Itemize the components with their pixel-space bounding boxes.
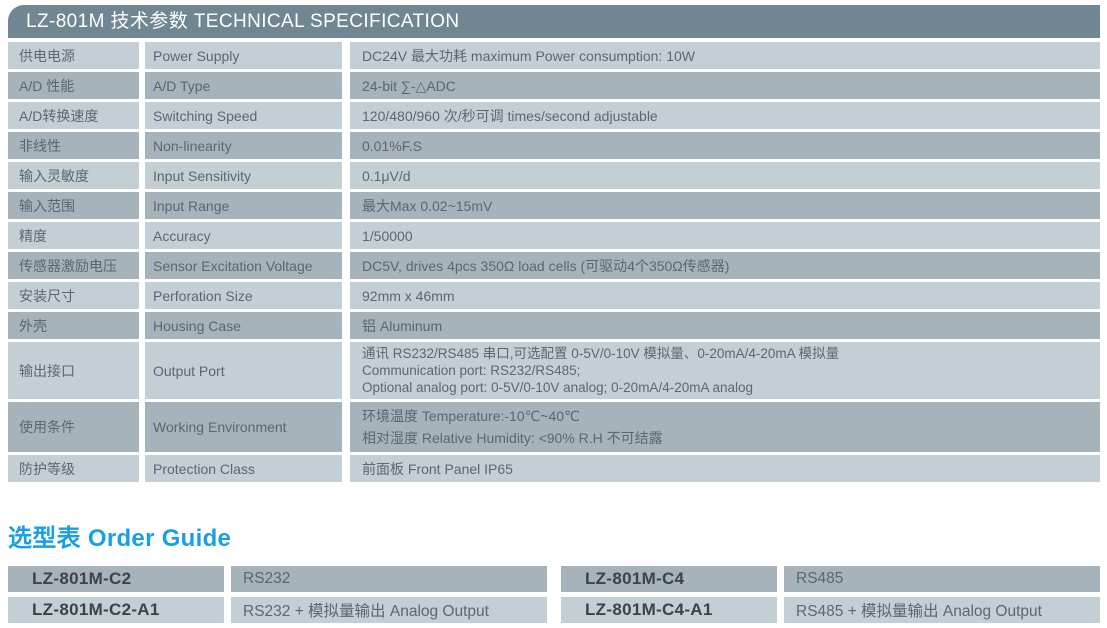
spec-label-en: Input Range	[145, 192, 342, 219]
spec-value: 1/50000	[350, 222, 1100, 249]
order-guide-left-table: LZ-801M-C2 RS232 LZ-801M-C2-A1 RS232 + 模…	[8, 566, 547, 628]
spec-label-en: Output Port	[145, 342, 342, 399]
table-row: LZ-801M-C4-A1 RS485 + 模拟量输出 Analog Outpu…	[561, 597, 1100, 623]
spec-label-cn: 输入范围	[8, 192, 139, 219]
spec-value: 环境温度 Temperature:-10℃~40℃ 相对湿度 Relative …	[350, 402, 1100, 452]
spec-value: 92mm x 46mm	[350, 282, 1100, 309]
order-model: LZ-801M-C2	[8, 566, 224, 592]
spec-value-line: 1/50000	[362, 227, 413, 244]
spec-value: 铝 Aluminum	[350, 312, 1100, 339]
table-row: LZ-801M-C4 RS485	[561, 566, 1100, 592]
order-model: LZ-801M-C2-A1	[8, 597, 224, 623]
table-row: LZ-801M-C2 RS232	[8, 566, 547, 592]
spec-value: DC5V, drives 4pcs 350Ω load cells (可驱动4个…	[350, 252, 1100, 279]
spec-value-line: 92mm x 46mm	[362, 287, 455, 304]
spec-value-line: DC5V, drives 4pcs 350Ω load cells (可驱动4个…	[362, 257, 730, 274]
table-row: 外壳 Housing Case 铝 Aluminum	[8, 312, 1100, 339]
spec-label-en: Non-linearity	[145, 132, 342, 159]
spec-label-cn: 输出接口	[8, 342, 139, 399]
spec-value-line: 前面板 Front Panel IP65	[362, 460, 513, 477]
table-row: 供电电源 Power Supply DC24V 最大功耗 maximum Pow…	[8, 42, 1100, 69]
order-description: RS485	[784, 566, 1100, 592]
spec-label-cn: 精度	[8, 222, 139, 249]
spec-label-cn: 安装尺寸	[8, 282, 139, 309]
spec-label-en: Accuracy	[145, 222, 342, 249]
spec-title: LZ-801M 技术参数 TECHNICAL SPECIFICATION	[26, 11, 460, 32]
order-guide-title: 选型表 Order Guide	[8, 525, 232, 552]
table-row: A/D转换速度 Switching Speed 120/480/960 次/秒可…	[8, 102, 1100, 129]
spec-label-en: Protection Class	[145, 455, 342, 482]
table-row: 传感器激励电压 Sensor Excitation Voltage DC5V, …	[8, 252, 1100, 279]
spec-value: 24-bit ∑-△ADC	[350, 72, 1100, 99]
spec-label-en: Working Environment	[145, 402, 342, 452]
spec-label-en: Perforation Size	[145, 282, 342, 309]
spec-label-cn: A/D 性能	[8, 72, 139, 99]
spec-value: 通讯 RS232/RS485 串口,可选配置 0-5V/0-10V 模拟量、0-…	[350, 342, 1100, 399]
table-row: 输入范围 Input Range 最大Max 0.02~15mV	[8, 192, 1100, 219]
spec-value: 120/480/960 次/秒可调 times/second adjustabl…	[350, 102, 1100, 129]
order-model: LZ-801M-C4-A1	[561, 597, 777, 623]
table-row: 安装尺寸 Perforation Size 92mm x 46mm	[8, 282, 1100, 309]
spec-label-cn: 防护等级	[8, 455, 139, 482]
table-row: 防护等级 Protection Class 前面板 Front Panel IP…	[8, 455, 1100, 482]
spec-label-en: Input Sensitivity	[145, 162, 342, 189]
spec-header-bar: LZ-801M 技术参数 TECHNICAL SPECIFICATION	[8, 5, 1100, 38]
table-row: 输出接口 Output Port 通讯 RS232/RS485 串口,可选配置 …	[8, 342, 1100, 399]
table-row: LZ-801M-C2-A1 RS232 + 模拟量输出 Analog Outpu…	[8, 597, 547, 623]
spec-value: 0.1μV/d	[350, 162, 1100, 189]
spec-value-line: 铝 Aluminum	[362, 317, 443, 334]
spec-label-cn: A/D转换速度	[8, 102, 139, 129]
spec-label-cn: 输入灵敏度	[8, 162, 139, 189]
table-row: 精度 Accuracy 1/50000	[8, 222, 1100, 249]
spec-value-line: 0.1μV/d	[362, 167, 411, 184]
order-description: RS232	[231, 566, 547, 592]
order-guide-right-table: LZ-801M-C4 RS485 LZ-801M-C4-A1 RS485 + 模…	[561, 566, 1100, 628]
spec-value-line: Optional analog port: 0-5V/0-10V analog;…	[362, 380, 754, 395]
spec-value: 前面板 Front Panel IP65	[350, 455, 1100, 482]
spec-value-line: 120/480/960 次/秒可调 times/second adjustabl…	[362, 107, 658, 124]
spec-value-line: 最大Max 0.02~15mV	[362, 197, 493, 214]
spec-value-line: 环境温度 Temperature:-10℃~40℃	[362, 408, 580, 424]
order-description: RS232 + 模拟量输出 Analog Output	[231, 597, 547, 623]
order-description: RS485 + 模拟量输出 Analog Output	[784, 597, 1100, 623]
spec-value: 最大Max 0.02~15mV	[350, 192, 1100, 219]
spec-label-cn: 传感器激励电压	[8, 252, 139, 279]
spec-label-en: Housing Case	[145, 312, 342, 339]
spec-label-en: Sensor Excitation Voltage	[145, 252, 342, 279]
order-model: LZ-801M-C4	[561, 566, 777, 592]
spec-label-cn: 供电电源	[8, 42, 139, 69]
spec-value-line: Communication port: RS232/RS485;	[362, 363, 581, 378]
spec-label-cn: 外壳	[8, 312, 139, 339]
spec-value-line: 通讯 RS232/RS485 串口,可选配置 0-5V/0-10V 模拟量、0-…	[362, 346, 840, 361]
table-row: 使用条件 Working Environment 环境温度 Temperatur…	[8, 402, 1100, 452]
spec-label-cn: 使用条件	[8, 402, 139, 452]
spec-label-en: Power Supply	[145, 42, 342, 69]
spec-value-line: 24-bit ∑-△ADC	[362, 77, 456, 94]
spec-value-line: 0.01%F.S	[362, 137, 422, 154]
technical-spec-table: 供电电源 Power Supply DC24V 最大功耗 maximum Pow…	[8, 42, 1100, 482]
spec-value: DC24V 最大功耗 maximum Power consumption: 10…	[350, 42, 1100, 69]
spec-value-line: DC24V 最大功耗 maximum Power consumption: 10…	[362, 47, 695, 64]
spec-value-line: 相对湿度 Relative Humidity: <90% R.H 不可结露	[362, 430, 663, 446]
spec-label-cn: 非线性	[8, 132, 139, 159]
table-row: 非线性 Non-linearity 0.01%F.S	[8, 132, 1100, 159]
order-guide-tables: LZ-801M-C2 RS232 LZ-801M-C2-A1 RS232 + 模…	[8, 566, 1100, 628]
spec-label-en: A/D Type	[145, 72, 342, 99]
table-row: A/D 性能 A/D Type 24-bit ∑-△ADC	[8, 72, 1100, 99]
spec-label-en: Switching Speed	[145, 102, 342, 129]
spec-value: 0.01%F.S	[350, 132, 1100, 159]
table-row: 输入灵敏度 Input Sensitivity 0.1μV/d	[8, 162, 1100, 189]
